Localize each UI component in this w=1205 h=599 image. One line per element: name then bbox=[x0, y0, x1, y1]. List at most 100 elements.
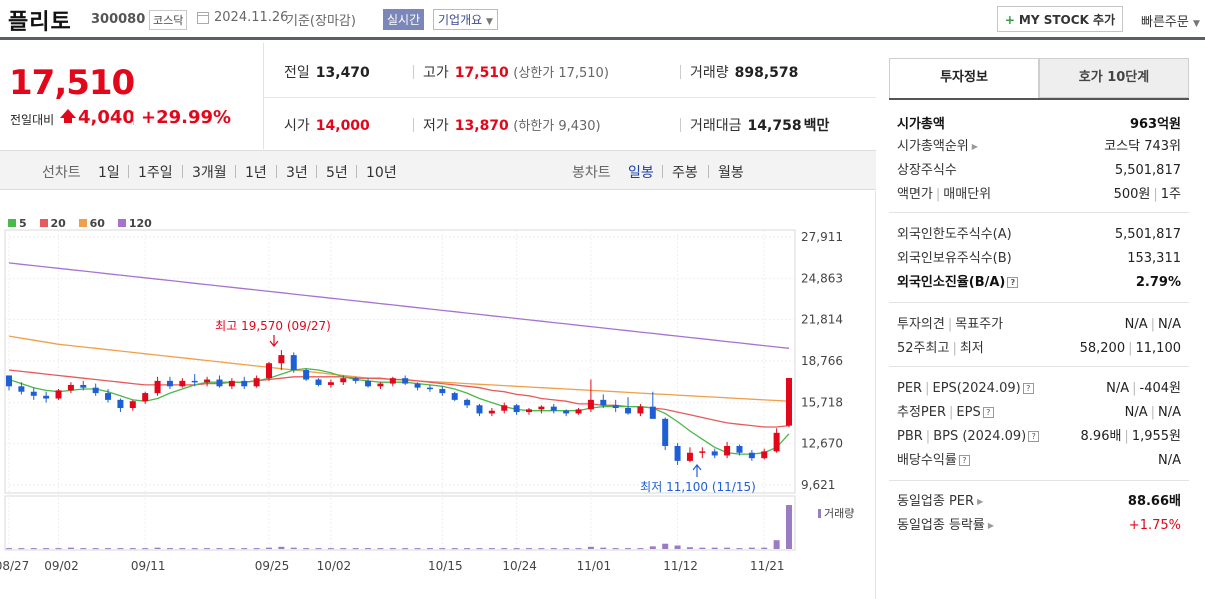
volume-bar bbox=[241, 548, 248, 550]
period-1w[interactable]: 1주일 bbox=[138, 165, 173, 181]
stock-code: 300080 bbox=[91, 12, 146, 27]
quick-order-label: 빠른주문 bbox=[1141, 15, 1189, 30]
volume-bar bbox=[67, 547, 74, 549]
x-tick-label: 10/15 bbox=[428, 559, 463, 573]
help-icon[interactable]: ? bbox=[1022, 383, 1034, 394]
volume-bar bbox=[389, 548, 396, 550]
realtime-button[interactable]: 실시간 bbox=[383, 9, 425, 30]
divider: | bbox=[1128, 341, 1133, 356]
candle-body bbox=[377, 383, 384, 387]
pbr-value: 8.96배 | 1,955원 bbox=[1081, 427, 1181, 447]
candle-body bbox=[439, 389, 446, 394]
candle-body bbox=[389, 378, 396, 384]
legend-ma60: 60 bbox=[78, 217, 105, 230]
quote-basis: 기준(장마감) bbox=[286, 14, 356, 29]
candle-body bbox=[266, 363, 272, 379]
sector-per-label: 동일업종 PER ▶ bbox=[897, 492, 983, 512]
volume-bar bbox=[773, 540, 780, 549]
company-overview-dropdown[interactable]: 기업개요 ▼ bbox=[433, 9, 498, 30]
ma-legend: 5 20 60 120 bbox=[8, 217, 161, 230]
volume-bar bbox=[761, 547, 768, 549]
volume-bar bbox=[439, 548, 446, 550]
high-annotation: 최고 19,570 (09/27) bbox=[215, 319, 331, 333]
help-icon[interactable]: ? bbox=[1007, 277, 1019, 288]
amount-label: 거래대금 bbox=[690, 118, 742, 134]
period-3y[interactable]: 3년 bbox=[286, 165, 308, 181]
current-price: 17,510 bbox=[9, 63, 135, 103]
divider bbox=[316, 165, 317, 178]
divider bbox=[182, 165, 183, 178]
volume-bar bbox=[464, 548, 471, 550]
prev-close-value: 13,470 bbox=[315, 65, 370, 81]
divider: | bbox=[1150, 405, 1155, 420]
market-cap-rank-row[interactable]: 시가총액순위 ▶ 코스닥 743위 bbox=[897, 137, 1181, 157]
candle-body bbox=[773, 432, 780, 452]
face-value-num: 500원 bbox=[1113, 187, 1151, 202]
sector-per-row[interactable]: 동일업종 PER ▶ 88.66배 bbox=[897, 492, 1181, 512]
candle-body bbox=[724, 445, 731, 456]
candle-monthly[interactable]: 월봉 bbox=[718, 165, 744, 181]
legend-ma5: 5 bbox=[8, 217, 27, 230]
candlestick-chart[interactable]: 27,911 24,863 21,814 18,766 15,718 12,670 9,62… bbox=[0, 228, 876, 584]
est-per-label: 추정PER | EPS? bbox=[897, 403, 994, 423]
help-icon[interactable]: ? bbox=[982, 407, 994, 418]
quick-order-dropdown[interactable]: 빠른주문 ▼ bbox=[1141, 11, 1200, 30]
candle-daily[interactable]: 일봉 bbox=[628, 165, 654, 181]
legend-ma120: 120 bbox=[117, 217, 152, 230]
candle-body bbox=[488, 410, 495, 414]
period-10y[interactable]: 10년 bbox=[366, 165, 397, 181]
candle-body bbox=[154, 380, 161, 394]
volume-bar bbox=[278, 546, 285, 549]
add-mystock-button[interactable]: + MY STOCK 추가 bbox=[997, 6, 1123, 32]
period-1d[interactable]: 1일 bbox=[98, 165, 120, 181]
w52-high-text: 52주최고 bbox=[897, 341, 950, 356]
tab-order-book[interactable]: 호가 10단계 bbox=[1039, 58, 1189, 98]
candle-body bbox=[117, 399, 124, 408]
per-num: N/A bbox=[1106, 381, 1130, 396]
volume-bar bbox=[686, 547, 693, 549]
legend-label: 20 bbox=[50, 217, 66, 230]
volume-label: 거래량 bbox=[824, 507, 854, 520]
company-overview-label: 기업개요 bbox=[438, 13, 483, 27]
est-eps-text: EPS bbox=[956, 405, 981, 420]
help-icon[interactable]: ? bbox=[1028, 431, 1040, 442]
listed-shares-row: 상장주식수 5,501,817 bbox=[897, 161, 1181, 181]
dividend-text: 배당수익률 bbox=[897, 453, 957, 468]
foreign-limit-label: 외국인한도주식수(A) bbox=[897, 227, 1012, 242]
bps-text: BPS (2024.09) bbox=[933, 429, 1027, 444]
volume-bar bbox=[6, 548, 12, 550]
volume-bar bbox=[92, 548, 99, 550]
candle-body bbox=[686, 452, 693, 461]
foreign-limit-value: 5,501,817 bbox=[1114, 227, 1181, 242]
candle-body bbox=[786, 378, 792, 426]
help-icon[interactable]: ? bbox=[958, 455, 970, 466]
sector-change-row[interactable]: 동일업종 등락률 ▶ +1.75% bbox=[897, 516, 1181, 536]
candle-body bbox=[142, 393, 149, 402]
stock-name: 플리토 bbox=[8, 10, 72, 35]
foreign-limit-row: 외국인한도주식수(A) 5,501,817 bbox=[897, 225, 1181, 245]
price-summary: 17,510 전일대비 4,040 +29.99% bbox=[0, 43, 264, 149]
volume-bar bbox=[30, 548, 37, 550]
change-label: 전일대비 bbox=[10, 113, 55, 127]
volume-bar bbox=[451, 548, 458, 550]
divider bbox=[708, 165, 709, 178]
trade-unit-num: 1주 bbox=[1160, 187, 1181, 202]
dividend-row: 배당수익률? N/A bbox=[897, 451, 1181, 471]
face-value-label: 액면가 | 매매단위 bbox=[897, 185, 991, 205]
candle-body bbox=[365, 380, 372, 387]
divider bbox=[662, 165, 663, 178]
candle-weekly[interactable]: 주봉 bbox=[672, 165, 698, 181]
legend-swatch bbox=[117, 219, 126, 227]
caret-down-icon: ▼ bbox=[1192, 19, 1200, 29]
candle-body bbox=[426, 387, 433, 390]
tab-investment-info[interactable]: 투자정보 bbox=[889, 58, 1039, 98]
divider: | bbox=[952, 341, 957, 356]
period-3m[interactable]: 3개월 bbox=[192, 165, 227, 181]
period-1y[interactable]: 1년 bbox=[245, 165, 267, 181]
candle-body bbox=[414, 383, 421, 388]
period-5y[interactable]: 5년 bbox=[326, 165, 348, 181]
lower-limit: (하한가 9,430) bbox=[513, 119, 601, 134]
trade-amount: 거래대금 14,758 백만 bbox=[690, 115, 829, 135]
candle-body bbox=[538, 406, 545, 410]
info-tabs: 투자정보 호가 10단계 bbox=[889, 58, 1189, 98]
